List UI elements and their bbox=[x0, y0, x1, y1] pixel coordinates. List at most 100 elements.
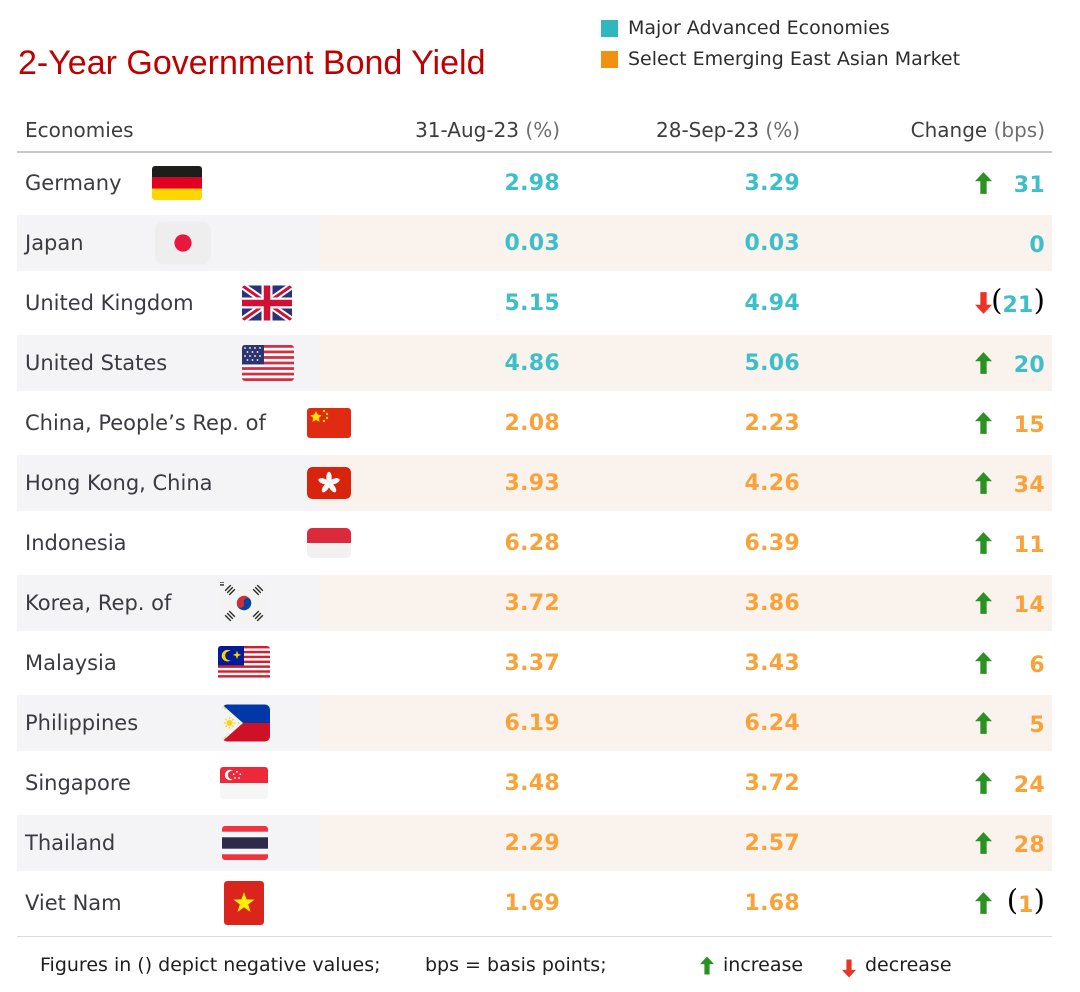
bond-yield-table: Economies 31-Aug-23 (%) 28-Sep-23 (%) Ch… bbox=[17, 118, 1052, 933]
change-arrow-icon bbox=[975, 172, 992, 194]
change-value: 11 bbox=[1013, 533, 1045, 558]
change-arrow-icon bbox=[975, 532, 992, 554]
change-value-wrap: 15 bbox=[1014, 408, 1045, 438]
change-value-wrap: (21) bbox=[991, 283, 1045, 319]
change-arrow-icon bbox=[975, 892, 992, 914]
economy-name: Viet Nam bbox=[25, 891, 122, 915]
change-value: 0 bbox=[1029, 233, 1045, 258]
economy-name: Korea, Rep. of bbox=[25, 591, 172, 615]
aug-value: 6.28 bbox=[504, 530, 560, 556]
flag-singapore-icon bbox=[220, 767, 268, 799]
economy-name: Japan bbox=[25, 231, 84, 255]
flag-korea-icon bbox=[220, 582, 268, 624]
change-value: 21 bbox=[1002, 293, 1034, 318]
flag-united-kingdom-icon bbox=[242, 285, 292, 321]
change-value-wrap: 34 bbox=[1014, 468, 1045, 498]
legend: Major Advanced Economies Select Emerging… bbox=[601, 17, 960, 70]
decrease-arrow-icon bbox=[842, 959, 856, 978]
sep-value: 3.72 bbox=[744, 770, 800, 796]
sep-value: 2.57 bbox=[744, 830, 800, 856]
sep-value: 6.39 bbox=[744, 530, 800, 556]
economy-cell: Philippines bbox=[17, 693, 320, 753]
header-aug-date: 31-Aug-23 (%) bbox=[415, 118, 560, 142]
economy-cell: Indonesia bbox=[17, 513, 351, 573]
table-row: China, People’s Rep. of 2.08 2.23 15 bbox=[17, 393, 1052, 453]
footnote-negative-values: Figures in () depict negative values; bbox=[40, 954, 381, 976]
change-cell: 11 bbox=[800, 513, 1052, 573]
flag-malaysia-icon bbox=[218, 646, 270, 680]
change-arrow-icon bbox=[975, 592, 992, 614]
sep-value: 6.24 bbox=[744, 710, 800, 736]
table-row: United Kingdom 5.15 4.94 (21) bbox=[17, 273, 1052, 333]
table-row: Singapore 3.48 3.72 24 bbox=[17, 753, 1052, 813]
change-value: 20 bbox=[1013, 353, 1045, 378]
flag-japan-icon bbox=[155, 221, 211, 265]
footnote-bar: Figures in () depict negative values; bp… bbox=[17, 936, 1052, 992]
economy-name: Malaysia bbox=[25, 651, 117, 675]
sep-value: 4.26 bbox=[744, 470, 800, 496]
table-row: Viet Nam 1.69 1.68 (1) bbox=[17, 873, 1052, 933]
change-value-wrap: 24 bbox=[1014, 768, 1045, 798]
economy-cell: United Kingdom bbox=[17, 273, 320, 333]
flag-germany-icon bbox=[152, 166, 202, 200]
aug-value: 3.48 bbox=[504, 770, 560, 796]
legend-label-emerging: Select Emerging East Asian Market bbox=[628, 48, 961, 70]
change-value: 6 bbox=[1029, 653, 1045, 678]
table-row: Thailand 2.29 2.57 28 bbox=[17, 813, 1052, 873]
table-row: Malaysia 3.37 3.43 6 bbox=[17, 633, 1052, 693]
aug-value: 5.15 bbox=[504, 290, 560, 316]
aug-value: 1.69 bbox=[504, 890, 560, 916]
aug-value: 3.37 bbox=[504, 650, 560, 676]
change-value-wrap: 11 bbox=[1014, 528, 1045, 558]
economy-name: Indonesia bbox=[25, 531, 127, 555]
change-cell: 14 bbox=[800, 573, 1052, 633]
change-arrow-icon bbox=[975, 352, 992, 374]
aug-value: 0.03 bbox=[504, 230, 560, 256]
table-row: Hong Kong, China 3.93 4.26 34 bbox=[17, 453, 1052, 513]
footnote-increase: increase bbox=[700, 954, 803, 976]
economy-name: Thailand bbox=[25, 831, 116, 855]
change-cell: 6 bbox=[800, 633, 1052, 693]
economy-cell: Viet Nam bbox=[17, 873, 320, 933]
change-value: 14 bbox=[1013, 593, 1045, 618]
footnote-decrease: decrease bbox=[842, 954, 952, 978]
change-arrow-icon bbox=[975, 772, 992, 794]
sep-value: 0.03 bbox=[744, 230, 800, 256]
aug-value: 3.93 bbox=[504, 470, 560, 496]
flag-thailand-icon bbox=[222, 826, 268, 860]
change-value-wrap: 5 bbox=[1029, 708, 1045, 738]
economy-cell: Malaysia bbox=[17, 633, 320, 693]
flag-philippines-icon bbox=[222, 704, 270, 742]
economy-cell: Japan bbox=[17, 213, 320, 273]
legend-swatch-advanced bbox=[601, 19, 618, 37]
change-cell: 15 bbox=[800, 393, 1052, 453]
sep-value: 3.86 bbox=[744, 590, 800, 616]
header-economies: Economies bbox=[25, 118, 134, 142]
header-aug-unit: (%) bbox=[525, 118, 560, 142]
sep-value: 3.29 bbox=[744, 170, 800, 196]
economy-cell: United States bbox=[17, 333, 320, 393]
table-row: Korea, Rep. of 3.72 3.86 14 bbox=[17, 573, 1052, 633]
change-value: 31 bbox=[1013, 173, 1045, 198]
flag-indonesia-icon bbox=[307, 528, 351, 558]
economy-name: Germany bbox=[25, 171, 122, 195]
economy-name: United States bbox=[25, 351, 168, 375]
economy-name: Philippines bbox=[25, 711, 139, 735]
economy-cell: Thailand bbox=[17, 813, 320, 873]
legend-item-advanced: Major Advanced Economies bbox=[601, 17, 960, 39]
aug-value: 3.72 bbox=[504, 590, 560, 616]
header-sep-date: 28-Sep-23 (%) bbox=[656, 118, 800, 142]
change-cell: 24 bbox=[800, 753, 1052, 813]
economy-name: Singapore bbox=[25, 771, 131, 795]
legend-swatch-emerging bbox=[601, 50, 618, 68]
change-value: 34 bbox=[1013, 473, 1045, 498]
sep-value: 5.06 bbox=[744, 350, 800, 376]
legend-label-advanced: Major Advanced Economies bbox=[628, 17, 890, 39]
economy-name: Hong Kong, China bbox=[25, 471, 213, 495]
economy-name: China, People’s Rep. of bbox=[25, 411, 266, 435]
page-title: 2-Year Government Bond Yield bbox=[18, 44, 486, 82]
aug-value: 2.29 bbox=[504, 830, 560, 856]
change-cell: 31 bbox=[800, 153, 1052, 213]
change-value-wrap: 0 bbox=[1029, 228, 1045, 258]
